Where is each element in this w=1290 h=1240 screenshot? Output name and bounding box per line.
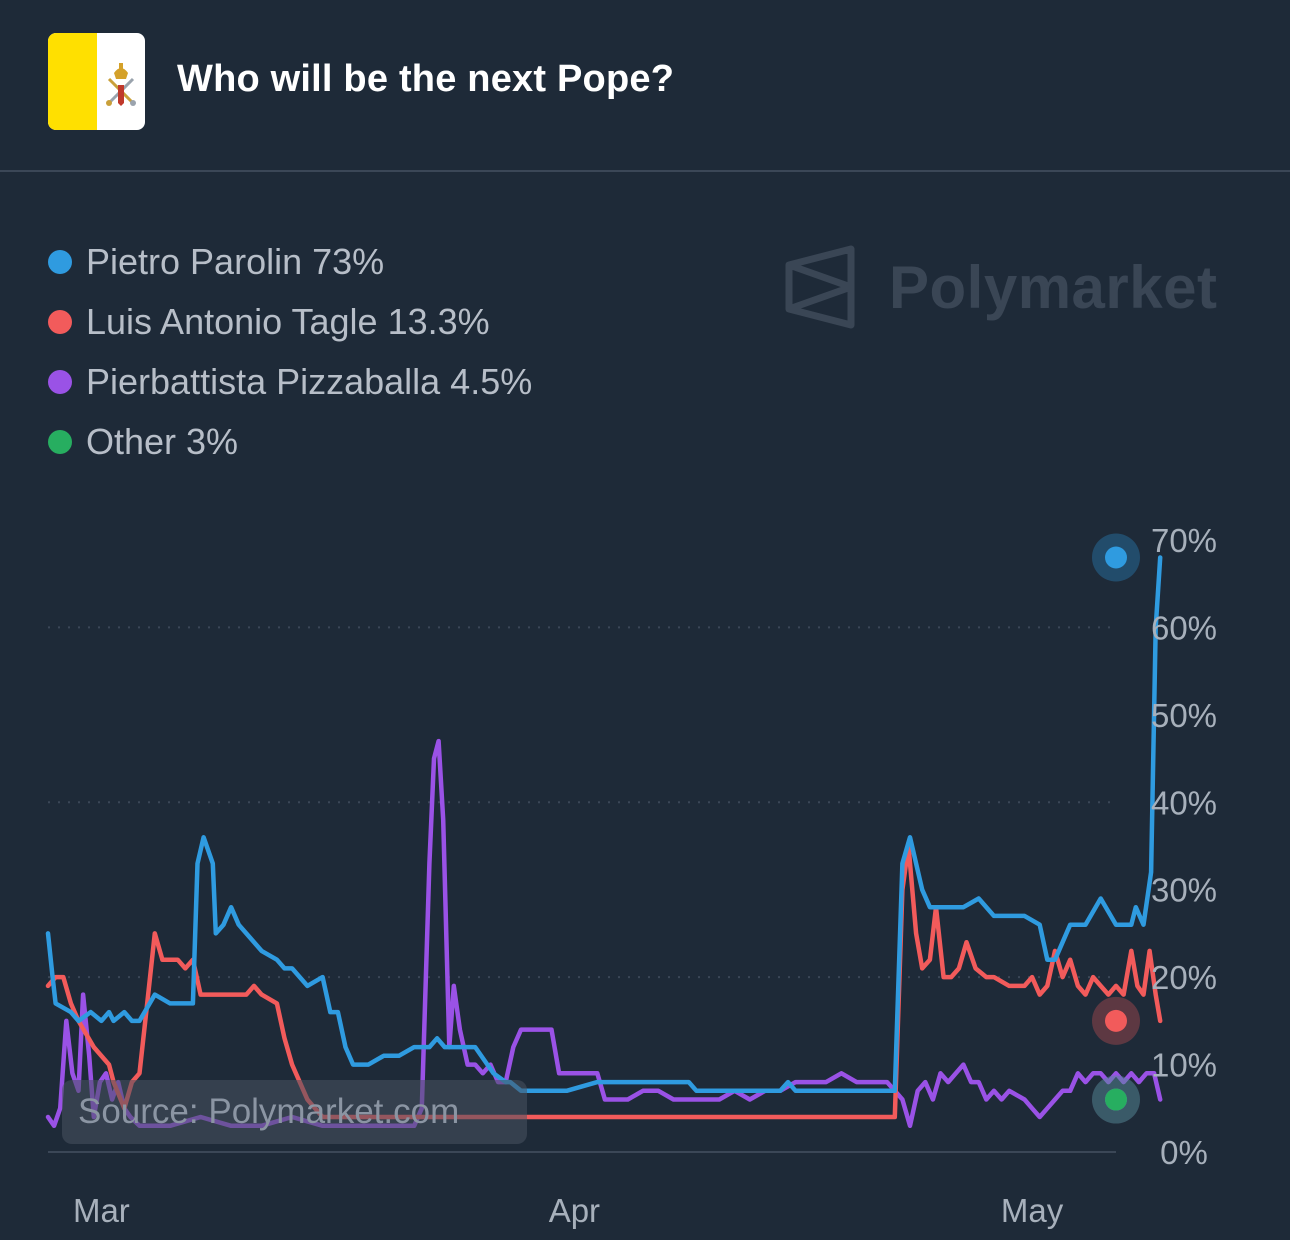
legend-item-pietro-parolin[interactable]: Pietro Parolin 73% [48, 232, 532, 292]
y-tick-label: 30% [1151, 872, 1217, 909]
y-tick-label: 40% [1151, 784, 1217, 821]
legend-label: Luis Antonio Tagle 13.3% [86, 301, 490, 342]
end-marker-pietro-parolin[interactable] [1105, 546, 1127, 569]
y-tick-label: 20% [1151, 959, 1217, 996]
end-marker-luis-antonio-tagle[interactable] [1105, 1009, 1127, 1032]
x-tick-label: May [1001, 1192, 1064, 1229]
end-marker-other[interactable] [1105, 1088, 1127, 1111]
legend-item-pierbattista-pizzaballa[interactable]: Pierbattista Pizzaballa 4.5% [48, 352, 532, 412]
flag-yellow-band [48, 33, 97, 130]
y-tick-label: 50% [1151, 697, 1217, 734]
y-tick-label: 0% [1160, 1134, 1208, 1171]
page-title: Who will be the next Pope? [177, 58, 675, 100]
legend-item-other[interactable]: Other 3% [48, 412, 532, 472]
market-header: Who will be the next Pope? [0, 0, 1290, 172]
series-line-pietro-parolin [45, 555, 1163, 1094]
y-tick-label: 10% [1151, 1047, 1217, 1084]
series-line-luis-antonio-tagle [45, 843, 1163, 1120]
legend-label: Pierbattista Pizzaballa 4.5% [86, 361, 533, 402]
chart-legend: Pietro Parolin 73% Luis Antonio Tagle 13… [48, 232, 532, 472]
y-tick-label: 60% [1151, 609, 1217, 646]
y-tick-label: 70% [1151, 522, 1217, 559]
legend-label: Other 3% [86, 421, 239, 462]
x-tick-label: Apr [549, 1192, 600, 1229]
papal-keys-emblem-icon [106, 63, 136, 106]
legend-dot-purple-icon [48, 370, 72, 394]
legend-label: Pietro Parolin 73% [86, 241, 385, 282]
watermark-text: Polymarket [889, 253, 1218, 321]
legend-dot-blue-icon [48, 250, 72, 274]
source-badge: Source: Polymarket.com [62, 1080, 527, 1144]
legend-dot-red-icon [48, 310, 72, 334]
polymarket-logo-icon [785, 245, 855, 329]
legend-dot-green-icon [48, 430, 72, 454]
vatican-flag-icon [48, 33, 145, 130]
legend-item-luis-antonio-tagle[interactable]: Luis Antonio Tagle 13.3% [48, 292, 532, 352]
polymarket-watermark: Polymarket [785, 245, 1218, 329]
x-tick-label: Mar [73, 1192, 130, 1229]
source-text: Source: Polymarket.com [78, 1092, 460, 1131]
